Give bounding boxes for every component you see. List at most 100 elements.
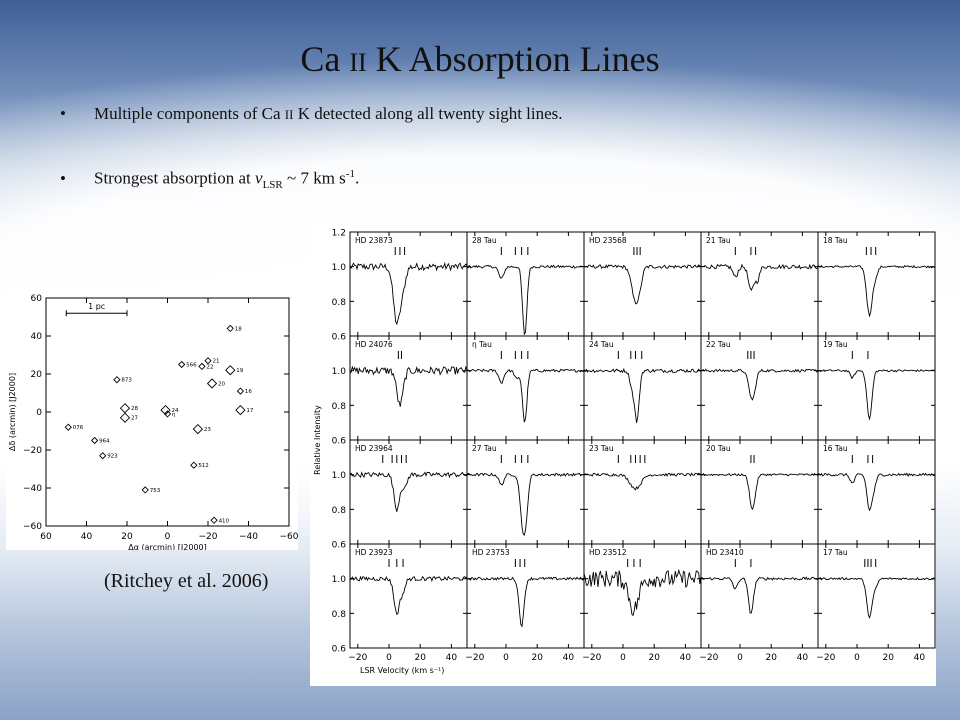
map-star-label: η bbox=[172, 412, 176, 418]
spectrum-x-tick-label: 20 bbox=[414, 653, 426, 663]
map-star-label: 17 bbox=[246, 408, 253, 414]
spectrum-y-tick-label: 0.6 bbox=[332, 333, 347, 343]
bullet-2-text-a: Strongest absorption at bbox=[94, 168, 256, 188]
map-y-tick-label: 0 bbox=[36, 408, 42, 418]
spectrum-line bbox=[349, 365, 468, 407]
spectrum-panel-frame bbox=[700, 439, 819, 545]
spectrum-line bbox=[466, 264, 585, 336]
bullet-2-sub: LSR bbox=[262, 179, 283, 192]
spectrum-x-tick-label: −20 bbox=[582, 653, 601, 663]
map-star-label: 20 bbox=[218, 382, 225, 388]
spectrum-panel-label: 18 Tau bbox=[823, 236, 848, 245]
spectrum-line bbox=[583, 472, 702, 491]
spectrum-y-tick-label: 0.6 bbox=[332, 541, 347, 551]
map-y-axis-label: Δδ (arcmin) [J2000] bbox=[8, 373, 17, 451]
title-ion: II bbox=[349, 48, 367, 77]
spectrum-line bbox=[466, 576, 585, 628]
map-x-axis-label: Δα (arcmin) [J2000] bbox=[128, 543, 207, 550]
map-star-label: 076 bbox=[73, 425, 84, 431]
bullet-2-sup: -1 bbox=[345, 168, 355, 180]
spectrum-line bbox=[584, 264, 702, 305]
map-y-tick-label: 60 bbox=[31, 294, 43, 304]
spectrum-line bbox=[466, 368, 585, 423]
bullet-2: • Strongest absorption at vLSR ~ 7 km s-1… bbox=[60, 168, 359, 191]
map-star-marker bbox=[119, 412, 131, 423]
bullet-1-text-b: K detected along all twenty sight lines. bbox=[293, 104, 563, 123]
spectrum-line bbox=[583, 568, 702, 616]
spectrum-y-tick-label: 1.0 bbox=[332, 367, 347, 377]
bullet-dot: • bbox=[60, 168, 66, 188]
spectrum-line bbox=[349, 471, 468, 512]
spectrum-x-tick-label: −20 bbox=[465, 653, 484, 663]
map-x-tick-label: −40 bbox=[239, 532, 258, 542]
map-star-label: 512 bbox=[198, 463, 209, 469]
map-star-label: 28 bbox=[131, 406, 138, 412]
bullet-dot: • bbox=[60, 104, 66, 123]
map-x-tick-label: −20 bbox=[199, 532, 218, 542]
spectrum-line bbox=[349, 575, 468, 616]
map-star-marker bbox=[235, 404, 246, 416]
map-star-marker bbox=[210, 516, 218, 524]
spectrum-x-tick-label: −20 bbox=[699, 653, 718, 663]
spectrum-line bbox=[700, 472, 819, 511]
map-star-marker bbox=[119, 403, 131, 414]
map-star-label: 22 bbox=[206, 364, 213, 370]
spectra-grid-chart: HD 23873 0.6 0.8 1.0 1.2 28 Tau HD 23568 21 Tau… bbox=[313, 229, 936, 675]
spectrum-panel-label: HD 23512 bbox=[589, 548, 627, 557]
spectrum-x-tick-label: 0 bbox=[620, 653, 626, 663]
map-x-tick-label: 20 bbox=[121, 532, 133, 542]
map-star-marker bbox=[141, 486, 149, 494]
bullet-1-text-a: Multiple components of Ca bbox=[94, 104, 285, 123]
spectrum-x-tick-label: −20 bbox=[816, 653, 835, 663]
spectrum-panel-frame bbox=[817, 543, 936, 649]
spectrum-line bbox=[817, 472, 936, 512]
map-y-tick-label: −40 bbox=[23, 484, 42, 494]
spectrum-panel-label: 21 Tau bbox=[706, 236, 731, 245]
citation: (Ritchey et al. 2006) bbox=[104, 570, 269, 592]
spectrum-panel-label: HD 24076 bbox=[355, 340, 393, 349]
spectrum-panel-label: 16 Tau bbox=[823, 444, 848, 453]
map-y-tick-label: −60 bbox=[23, 522, 42, 532]
map-star-marker bbox=[64, 423, 72, 431]
map-star-label: 27 bbox=[131, 416, 138, 422]
spectrum-x-axis-label: LSR Velocity (km s⁻¹) bbox=[360, 666, 444, 675]
spectrum-panel-frame bbox=[349, 335, 468, 441]
spectrum-panel-label: 19 Tau bbox=[823, 340, 848, 349]
spectrum-y-tick-label: 0.8 bbox=[332, 610, 347, 620]
spectrum-panel-label: HD 23873 bbox=[355, 236, 393, 245]
map-star-marker bbox=[226, 324, 234, 333]
spectrum-panel-label: HD 23923 bbox=[355, 548, 393, 557]
spectrum-x-tick-label: −20 bbox=[348, 653, 367, 663]
position-map-panel: 60 40 20 0 −20 −40 −60 60 40 20 0 −20 −40 −60 Δα (arcm… bbox=[6, 288, 299, 552]
map-star-marker bbox=[190, 461, 198, 469]
map-star-marker bbox=[236, 387, 245, 395]
spectrum-panel-label: 17 Tau bbox=[823, 548, 848, 557]
spectrum-x-tick-label: 40 bbox=[680, 653, 692, 663]
map-star-label: 753 bbox=[150, 488, 161, 494]
map-x-tick-label: 0 bbox=[165, 532, 171, 542]
spectrum-line bbox=[700, 576, 819, 614]
spectrum-panel-frame bbox=[583, 543, 702, 649]
map-star-label: 964 bbox=[99, 439, 110, 445]
map-star-label: 873 bbox=[121, 378, 132, 384]
title-rest: K Absorption Lines bbox=[366, 39, 660, 79]
spectra-panel: HD 23873 0.6 0.8 1.0 1.2 28 Tau HD 23568 21 Tau… bbox=[310, 226, 936, 686]
spectrum-x-tick-label: 40 bbox=[914, 653, 926, 663]
spectrum-panel-frame bbox=[466, 231, 585, 337]
spectrum-line bbox=[817, 264, 936, 318]
map-star-marker bbox=[113, 376, 121, 384]
spectrum-line bbox=[817, 368, 936, 421]
map-star-marker bbox=[192, 423, 204, 435]
spectrum-panel-frame bbox=[817, 231, 936, 337]
spectrum-x-tick-label: 0 bbox=[386, 653, 392, 663]
spectrum-panel-label: η Tau bbox=[472, 340, 492, 349]
map-y-tick-label: 20 bbox=[31, 370, 43, 380]
spectrum-panel-frame bbox=[583, 439, 702, 545]
bullet-2-v: v bbox=[255, 168, 263, 188]
spectrum-y-tick-label: 1.2 bbox=[332, 229, 346, 239]
spectrum-x-tick-label: 40 bbox=[563, 653, 575, 663]
spectrum-x-tick-label: 40 bbox=[797, 653, 809, 663]
map-star-label: 21 bbox=[213, 359, 220, 365]
bullet-1: • Multiple components of Ca II K detected… bbox=[60, 104, 563, 124]
spectrum-panel-label: 23 Tau bbox=[589, 444, 614, 453]
